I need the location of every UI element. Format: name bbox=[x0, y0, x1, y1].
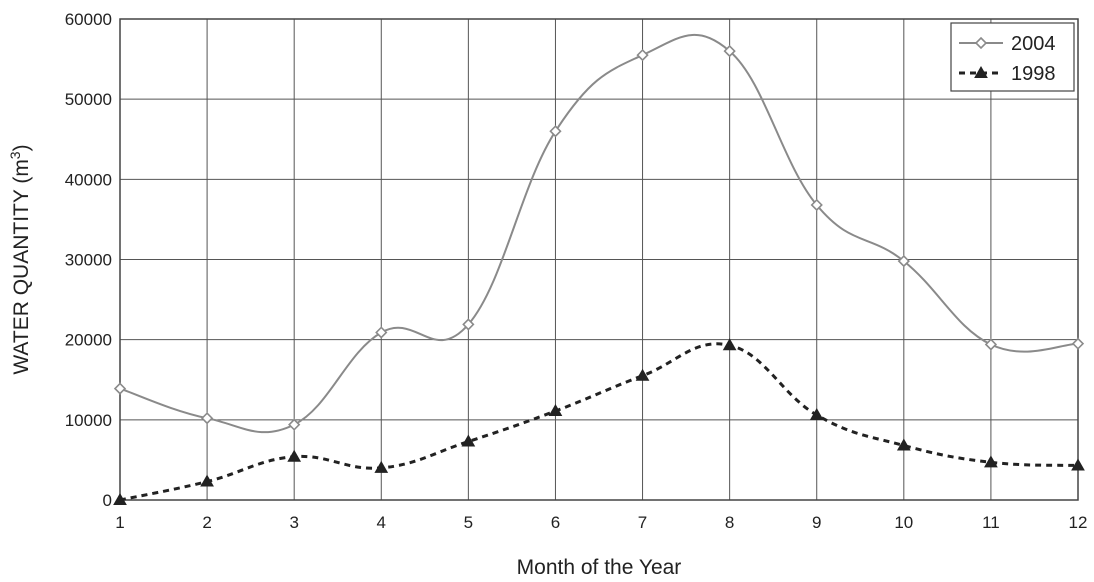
x-axis-title: Month of the Year bbox=[517, 556, 682, 579]
data-point bbox=[374, 460, 389, 473]
data-point bbox=[809, 408, 824, 421]
y-axis-title-superscript: 3 bbox=[7, 151, 23, 159]
x-tick-label: 3 bbox=[289, 513, 298, 532]
data-point bbox=[722, 338, 737, 351]
plot-area-border bbox=[119, 18, 1079, 501]
legend-marker bbox=[974, 65, 988, 78]
legend-label: 2004 bbox=[1011, 33, 1056, 55]
series-line-2004 bbox=[119, 33, 1079, 434]
data-point bbox=[723, 44, 736, 58]
y-tick-label: 10000 bbox=[65, 411, 112, 430]
data-point bbox=[113, 492, 127, 505]
y-axis-title-main: WATER QUANTITY (m bbox=[10, 159, 33, 374]
x-tick-label: 2 bbox=[202, 513, 211, 532]
data-point bbox=[548, 404, 563, 417]
data-point bbox=[984, 455, 998, 468]
y-axis-title: WATER QUANTITY (m3) bbox=[7, 144, 33, 374]
y-tick-label: 50000 bbox=[65, 90, 112, 109]
data-point bbox=[462, 318, 475, 331]
x-tick-label: 7 bbox=[638, 513, 647, 532]
series-line-1998 bbox=[119, 342, 1079, 502]
y-axis-title-close: ) bbox=[10, 144, 33, 151]
data-point bbox=[549, 125, 562, 138]
x-tick-label: 8 bbox=[725, 513, 734, 532]
data-point bbox=[897, 254, 910, 268]
y-tick-label: 20000 bbox=[65, 331, 112, 350]
legend-entry-1998: 1998 bbox=[959, 63, 1056, 85]
data-point bbox=[375, 326, 388, 339]
legend-entry-2004: 2004 bbox=[959, 33, 1056, 55]
y-tick-label: 40000 bbox=[65, 170, 112, 189]
data-point bbox=[288, 418, 301, 431]
x-tick-label: 9 bbox=[812, 513, 821, 532]
x-tick-label: 12 bbox=[1069, 513, 1088, 532]
legend-marker bbox=[974, 36, 988, 50]
data-point bbox=[200, 412, 214, 425]
data-point bbox=[636, 48, 649, 62]
data-point bbox=[113, 382, 127, 395]
x-tick-label: 1 bbox=[115, 513, 124, 532]
data-point bbox=[287, 449, 302, 462]
grid-lines bbox=[119, 18, 1079, 501]
data-point bbox=[1071, 337, 1085, 350]
data-point bbox=[200, 474, 214, 487]
data-point bbox=[810, 198, 823, 212]
x-tick-label: 4 bbox=[377, 513, 386, 532]
legend-box bbox=[950, 22, 1075, 92]
y-tick-label: 60000 bbox=[65, 10, 112, 29]
legend-label: 1998 bbox=[1011, 63, 1056, 85]
series-layer bbox=[113, 33, 1085, 505]
x-tick-label: 10 bbox=[894, 513, 913, 532]
y-tick-label: 0 bbox=[103, 491, 112, 510]
data-point bbox=[461, 434, 476, 447]
data-point bbox=[896, 438, 911, 451]
series-1998 bbox=[113, 338, 1085, 505]
legend: 2004 1998 bbox=[950, 22, 1075, 92]
y-tick-label: 30000 bbox=[65, 251, 112, 270]
x-tick-label: 6 bbox=[551, 513, 560, 532]
series-2004 bbox=[113, 33, 1085, 434]
x-tick-label: 11 bbox=[982, 513, 1000, 532]
data-point bbox=[984, 338, 998, 351]
data-point bbox=[1071, 458, 1085, 471]
data-point bbox=[635, 368, 650, 381]
x-tick-label: 5 bbox=[464, 513, 473, 532]
